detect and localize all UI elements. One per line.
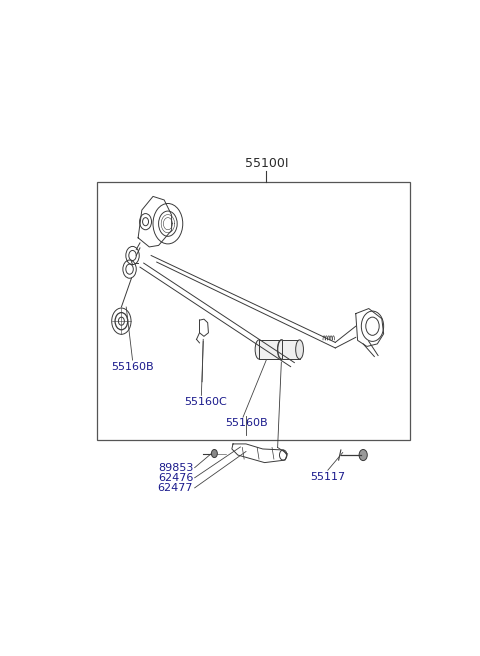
Circle shape <box>211 449 217 458</box>
Text: 55117: 55117 <box>310 472 346 482</box>
Text: 89853: 89853 <box>158 462 193 473</box>
Bar <box>282 340 300 359</box>
Ellipse shape <box>278 340 286 359</box>
Ellipse shape <box>277 340 285 359</box>
Bar <box>97 182 409 440</box>
Text: 62477: 62477 <box>157 483 193 493</box>
Text: 62476: 62476 <box>158 473 193 483</box>
Text: 55100I: 55100I <box>245 157 288 170</box>
Text: 55160C: 55160C <box>184 397 227 407</box>
Ellipse shape <box>255 340 263 359</box>
Text: 55160B: 55160B <box>111 361 154 372</box>
Circle shape <box>359 449 367 461</box>
Ellipse shape <box>296 340 303 359</box>
Text: 55160B: 55160B <box>225 419 267 428</box>
Bar <box>259 340 281 359</box>
